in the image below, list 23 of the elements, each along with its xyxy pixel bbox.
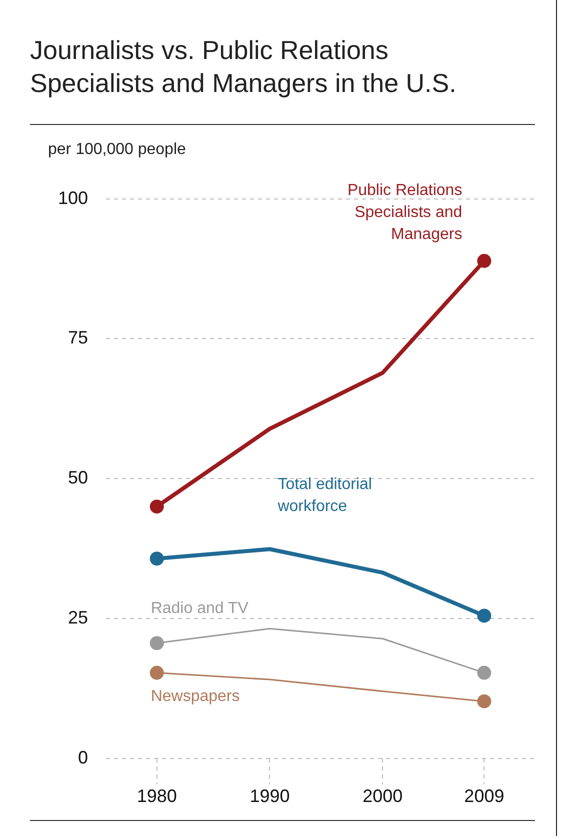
point (150, 666, 164, 680)
point (477, 666, 492, 680)
point (150, 552, 164, 566)
y-tick-label: 0 (78, 747, 88, 768)
x-tick-label: 1980 (136, 786, 177, 806)
x-tick-label: 2000 (362, 786, 403, 806)
point (150, 500, 164, 514)
point (477, 694, 492, 708)
point (150, 636, 164, 650)
series-label: Radio and TV (150, 600, 249, 618)
y-tick-label: 75 (68, 328, 88, 348)
text: Total editorial workforce (276, 476, 372, 516)
chart-title: Journalists vs. Public Relations Specialists and Managers in the U.S. (30, 34, 458, 100)
point (477, 254, 492, 268)
x-tick-label: 1990 (250, 786, 290, 806)
series-label: Newspapers (150, 688, 240, 705)
y-tick-label: 50 (68, 468, 88, 488)
y-tick-label: 100 (58, 188, 88, 208)
x-tick-label: 2009 (464, 786, 504, 806)
point (477, 608, 492, 623)
y-tick-label: 25 (68, 607, 88, 628)
series-label: Public Relations Specialists and Managers (347, 182, 462, 243)
y-axis-title: per 100,000 people (48, 141, 186, 159)
